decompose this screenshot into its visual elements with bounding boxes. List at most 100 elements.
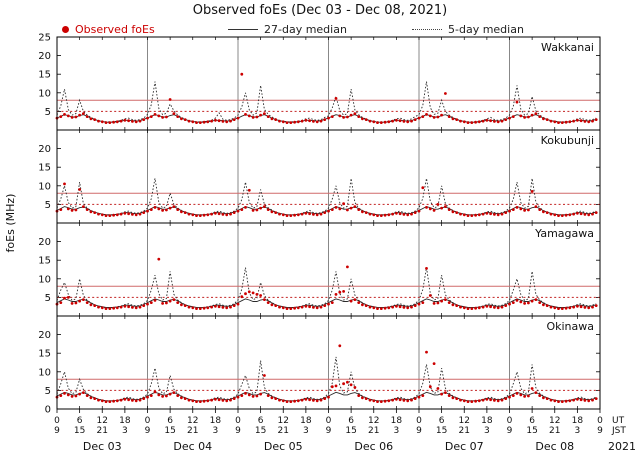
station-label: Okinawa	[546, 320, 594, 333]
panel-okinawa: 0 5 10 15 20 Okinawa	[38, 315, 601, 416]
svg-text:6: 6	[348, 416, 354, 426]
observed-dot-icon	[62, 25, 69, 33]
svg-text:12: 12	[549, 416, 560, 426]
solid-line-icon	[228, 28, 258, 30]
dotted-line-icon	[412, 28, 442, 30]
svg-text:3: 3	[303, 426, 309, 436]
svg-text:3: 3	[484, 426, 490, 436]
svg-text:0: 0	[235, 416, 241, 426]
svg-text:15: 15	[38, 256, 51, 267]
legend-5day-median: 5-day median	[412, 22, 524, 36]
legend-observed-label: Observed foEs	[75, 22, 155, 36]
svg-text:18: 18	[300, 416, 312, 426]
svg-text:6: 6	[439, 416, 445, 426]
svg-text:0: 0	[597, 416, 603, 426]
svg-text:Dec 06: Dec 06	[354, 440, 393, 453]
median27-line	[56, 114, 597, 123]
legend-5day-label: 5-day median	[448, 22, 524, 36]
median5-line	[56, 178, 597, 216]
svg-text:Dec 03: Dec 03	[83, 440, 122, 453]
median27-line	[56, 206, 597, 216]
svg-text:10: 10	[38, 274, 51, 285]
svg-text:6: 6	[167, 416, 173, 426]
svg-text:9: 9	[326, 426, 332, 436]
observed-dots	[55, 72, 598, 124]
svg-text:9: 9	[416, 426, 422, 436]
svg-text:15: 15	[38, 70, 51, 81]
svg-text:0: 0	[45, 405, 51, 416]
svg-text:5: 5	[45, 386, 51, 397]
chart-title: Observed foEs (Dec 03 - Dec 08, 2021)	[192, 3, 448, 18]
svg-text:20: 20	[38, 51, 51, 62]
median5-line	[56, 81, 597, 123]
station-label: Yamagawa	[534, 227, 594, 240]
svg-text:15: 15	[38, 163, 51, 174]
svg-text:0: 0	[326, 416, 332, 426]
svg-text:18: 18	[481, 416, 493, 426]
svg-text:15: 15	[345, 426, 356, 436]
svg-text:15: 15	[436, 426, 447, 436]
svg-text:12: 12	[97, 416, 108, 426]
legend-27day-median: 27-day median	[228, 22, 347, 36]
svg-text:5: 5	[45, 200, 51, 211]
svg-text:0: 0	[416, 416, 422, 426]
svg-text:0: 0	[507, 416, 513, 426]
svg-text:21: 21	[459, 426, 470, 436]
median27-line	[56, 298, 597, 308]
svg-text:Dec 07: Dec 07	[445, 440, 484, 453]
jst-axis-label: JST	[611, 426, 626, 436]
legend-27day-label: 27-day median	[264, 22, 347, 36]
svg-text:20: 20	[38, 144, 51, 155]
day-labels: Dec 03 Dec 04 Dec 05 Dec 06 Dec 07 Dec 08	[83, 440, 574, 453]
svg-text:12: 12	[459, 416, 470, 426]
svg-text:12: 12	[278, 416, 289, 426]
svg-text:12: 12	[187, 416, 198, 426]
observed-dots	[55, 344, 598, 403]
svg-text:21: 21	[97, 426, 108, 436]
svg-text:3: 3	[213, 426, 219, 436]
svg-text:Dec 04: Dec 04	[173, 440, 212, 453]
observed-dots	[55, 257, 598, 310]
svg-text:21: 21	[187, 426, 198, 436]
svg-text:5: 5	[45, 107, 51, 118]
svg-text:21: 21	[549, 426, 560, 436]
median5-line	[56, 267, 597, 309]
panel-yamagawa: 5 10 15 20 Yamagawa	[38, 222, 601, 317]
svg-text:10: 10	[38, 367, 51, 378]
svg-text:20: 20	[38, 330, 51, 341]
station-label: Wakkanai	[541, 41, 594, 54]
svg-text:9: 9	[597, 426, 603, 436]
svg-text:15: 15	[255, 426, 266, 436]
median27-line	[56, 391, 597, 402]
svg-text:9: 9	[145, 426, 151, 436]
svg-text:18: 18	[210, 416, 222, 426]
svg-text:6: 6	[529, 416, 535, 426]
svg-text:12: 12	[368, 416, 379, 426]
svg-text:9: 9	[507, 426, 513, 436]
svg-text:15: 15	[164, 426, 175, 436]
svg-text:15: 15	[74, 426, 85, 436]
ut-axis-label: UT	[612, 416, 625, 426]
svg-text:15: 15	[38, 349, 51, 360]
svg-text:6: 6	[77, 416, 83, 426]
panel-wakkanai: 5 10 15 20 25 Wakkanai	[38, 33, 601, 131]
observed-dots	[55, 182, 598, 218]
svg-text:Dec 05: Dec 05	[264, 440, 303, 453]
svg-text:6: 6	[258, 416, 264, 426]
svg-text:20: 20	[38, 237, 51, 248]
year-label: 2021	[608, 440, 636, 453]
svg-text:18: 18	[119, 416, 131, 426]
svg-text:25: 25	[38, 33, 51, 44]
x-axis-ut-labels: 0 6 12 18 0 6 12 18 0 6 12 18 0 6 12 18 0 6 12 18 0 6 12 18 0	[54, 416, 603, 426]
svg-text:10: 10	[38, 181, 51, 192]
svg-text:0: 0	[145, 416, 151, 426]
svg-text:9: 9	[235, 426, 241, 436]
legend-observed: Observed foEs	[62, 22, 155, 36]
svg-text:0: 0	[54, 416, 60, 426]
x-axis-jst-labels: 9 15 21 3 9 15 21 3 9 15 21 3 9 15 21 3 9 15 21 3 9 15 21 3 9	[54, 426, 603, 436]
station-label: Kokubunji	[541, 134, 594, 147]
svg-text:5: 5	[45, 293, 51, 304]
svg-text:3: 3	[122, 426, 128, 436]
